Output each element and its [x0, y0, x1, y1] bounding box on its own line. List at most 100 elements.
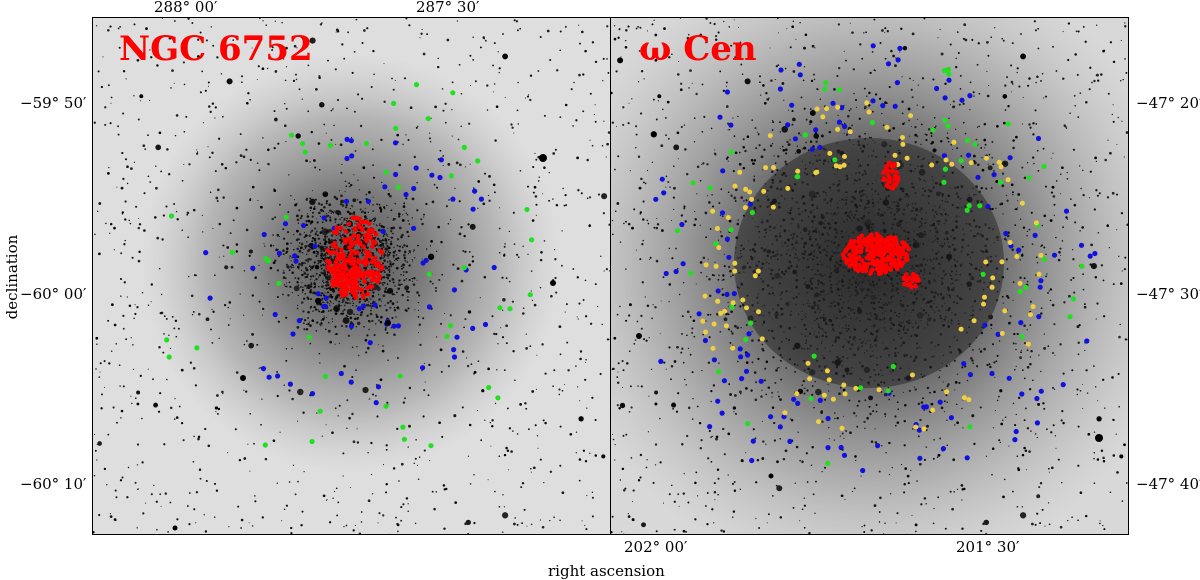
omegacen-blue-star-marker: [1035, 135, 1042, 142]
omegacen-yellow-star-marker: [1033, 220, 1039, 226]
omegacen-blue-star-marker: [731, 291, 737, 297]
omegacen-blue-star-marker: [739, 376, 745, 382]
omegacen-blue-star-marker: [724, 89, 730, 95]
omegacen-green-star-marker: [1079, 263, 1085, 269]
omegacen-yellow-star-marker: [821, 392, 827, 398]
omegacen-green-star-marker: [869, 119, 875, 126]
omegacen-green-star-marker: [1070, 296, 1077, 302]
omegacen-blue-star-marker: [653, 196, 659, 202]
ngc6752-green-star-marker: [194, 345, 200, 351]
ngc6752-green-star-marker: [400, 424, 406, 430]
omegacen-blue-star-marker: [721, 378, 727, 384]
omegacen-green-star-marker: [1026, 175, 1032, 181]
ngc6752-green-star-marker: [302, 149, 308, 155]
omegacen-green-star-marker: [930, 127, 936, 133]
omegacen-blue-star-marker: [791, 396, 797, 402]
ngc6752-green-star-marker: [309, 438, 315, 445]
omegacen-yellow-star-marker: [814, 169, 820, 175]
ngc6752-core-point-marker: [368, 235, 373, 240]
omegacen-yellow-star-marker: [718, 310, 724, 316]
omegacen-blue-star-marker: [719, 210, 726, 216]
dec-tick-left-1: −59° 50′: [20, 94, 87, 112]
omegacen-yellow-star-marker: [767, 133, 773, 139]
ngc6752-blue-star-marker: [360, 303, 366, 309]
omegacen-north-point-marker: [891, 185, 896, 190]
omegacen-yellow-star-marker: [725, 215, 731, 220]
omegacen-blue-star-marker: [745, 352, 751, 358]
omegacen-yellow-star-marker: [961, 395, 967, 401]
omegacen-blue-star-marker: [1078, 242, 1085, 248]
ngc6752-blue-star-marker: [478, 196, 484, 202]
dec-tick-left-3: −60° 10′: [20, 475, 87, 493]
ngc6752-core-point-marker: [377, 248, 383, 253]
omegacen-blue-star-marker: [1003, 230, 1009, 237]
omegacen-blue-star-marker: [726, 254, 732, 260]
ngc6752-green-star-marker: [527, 292, 533, 298]
omegacen-blue-star-marker: [679, 221, 685, 228]
ngc6752-core-point-marker: [338, 225, 344, 231]
omegacen-blue-star-marker: [658, 358, 664, 364]
ngc6752-blue-star-marker: [470, 206, 476, 212]
ngc6752-core-point-marker: [348, 235, 354, 241]
omegacen-yellow-star-marker: [730, 345, 736, 351]
omegacen-blue-star-marker: [964, 455, 970, 461]
omegacen-blue-star-marker: [1016, 247, 1022, 253]
omegacen-yellow-star-marker: [830, 396, 836, 402]
ngc6752-core-point-marker: [355, 236, 361, 242]
omegacen-green-star-marker: [972, 141, 978, 147]
ngc6752-core-point-marker: [363, 237, 369, 242]
ngc6752-green-star-marker: [413, 82, 420, 88]
ngc6752-blue-star-marker: [275, 373, 281, 379]
omegacen-yellow-star-marker: [1017, 280, 1023, 286]
omegacen-green-star-marker: [958, 158, 964, 164]
omegacen-blue-star-marker: [696, 311, 702, 317]
ngc6752-star-field: [93, 18, 610, 534]
ngc6752-core-points-2-marker: [329, 269, 334, 275]
ngc6752-core-point-marker: [365, 291, 371, 297]
omegacen-blue-star-marker: [959, 97, 965, 103]
ngc6752-green-star-marker: [447, 323, 454, 329]
omegacen-yellow-star-marker: [722, 308, 728, 314]
omegacen-blue-star-marker: [1038, 278, 1044, 284]
y-axis-label: declination: [3, 234, 21, 320]
bright-star: [385, 320, 391, 326]
omegacen-green-star-marker: [728, 149, 734, 155]
ngc6752-green-star-marker: [448, 173, 454, 179]
omegacen-core-point-marker: [875, 248, 881, 254]
omegacen-core-point-marker: [865, 237, 871, 243]
omegacen-blue-star-marker: [975, 174, 981, 180]
omegacen-blue-star-marker: [661, 190, 667, 196]
omegacen-core-point-marker: [868, 271, 873, 276]
omegacen-green-star-marker: [713, 241, 719, 247]
omegacen-yellow-star-marker: [904, 155, 910, 161]
omegacen-yellow-star-marker: [864, 100, 870, 106]
omegacen-yellow-star-marker: [989, 284, 995, 290]
ngc6752-core-point-marker: [334, 245, 339, 250]
ngc6752-blue-star-marker: [348, 138, 354, 144]
bright-star: [1095, 434, 1103, 442]
omegacen-yellow-star-marker: [1019, 200, 1025, 206]
omegacen-blue-star-marker: [860, 467, 866, 474]
ngc6752-core-points-2-marker: [348, 282, 353, 287]
omegacen-yellow-star-marker: [999, 331, 1005, 336]
omegacen-yellow-star-marker: [713, 263, 719, 269]
ngc6752-green-star-marker: [428, 443, 434, 449]
omegacen-yellow-star-marker: [1028, 312, 1033, 318]
omegacen-blue-star-marker: [1013, 428, 1019, 435]
omegacen-blue-star-marker: [948, 415, 954, 421]
ngc6752-blue-star-marker: [315, 291, 321, 297]
omegacen-east-point-marker: [911, 277, 916, 282]
omegacen-core-point-marker: [890, 246, 896, 252]
omegacen-core-point-marker: [896, 257, 901, 263]
ngc6752-core-points-2-marker: [338, 284, 343, 289]
omegacen-yellow-star-marker: [795, 168, 801, 174]
ngc6752-blue-star-marker: [203, 250, 209, 256]
omegacen-yellow-star-marker: [971, 318, 977, 324]
omegacen-blue-star-marker: [795, 400, 801, 406]
omegacen-blue-star-marker: [724, 291, 730, 297]
omegacen-yellow-star-marker: [747, 189, 753, 195]
omegacen-yellow-star-marker: [835, 104, 841, 110]
ngc6752-blue-star-marker: [348, 379, 354, 385]
omegacen-yellow-star-marker: [900, 135, 905, 140]
omegacen-north-point-marker: [894, 169, 899, 175]
